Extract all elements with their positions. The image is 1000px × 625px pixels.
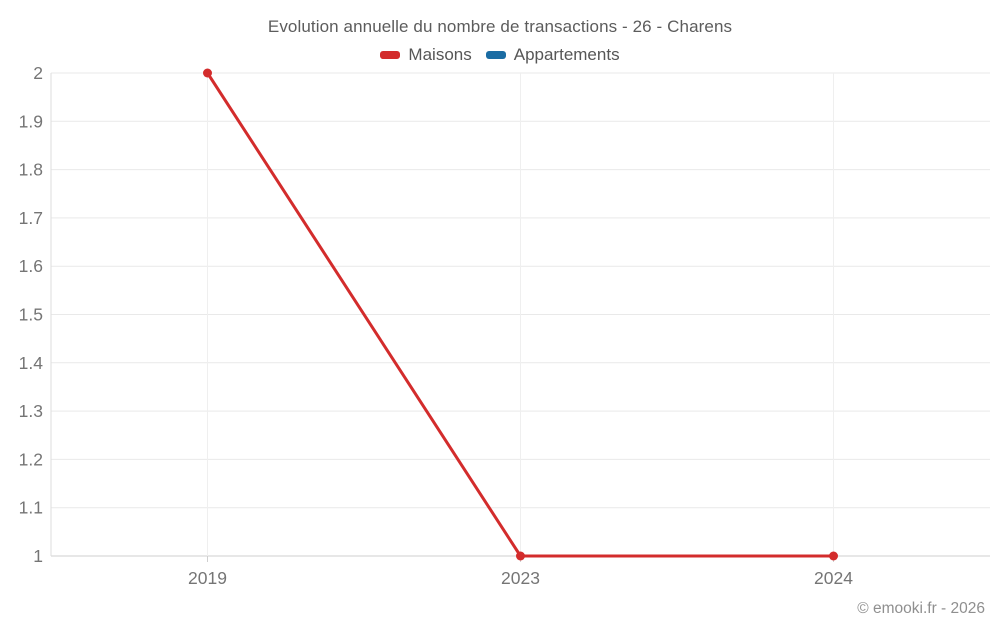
legend-swatch-maisons: [380, 51, 401, 59]
data-point-maisons-2023[interactable]: [516, 551, 525, 561]
y-tick-label: 1.8: [19, 160, 43, 180]
y-tick-label: 1.1: [19, 498, 43, 518]
chart-title: Evolution annuelle du nombre de transact…: [267, 17, 733, 36]
y-tick-label: 1.3: [19, 401, 43, 421]
data-point-maisons-2024[interactable]: [829, 551, 838, 561]
y-tick-label: 1.7: [19, 208, 43, 228]
x-tick-label: 2024: [814, 568, 853, 588]
legend-label-appartements: Appartements: [513, 45, 620, 64]
y-tick-label: 1.5: [19, 305, 43, 325]
y-tick-label: 1.2: [19, 449, 43, 469]
y-tick-label: 1.4: [19, 353, 44, 373]
y-tick-label: 1.9: [19, 111, 43, 131]
watermark-credit: © emooki.fr - 2026: [857, 600, 985, 617]
chart-legend: Maisons Appartements: [0, 45, 1000, 65]
legend-item-appartements[interactable]: Appartements: [485, 45, 620, 65]
legend-label-maisons: Maisons: [408, 45, 472, 64]
y-tick-label: 1: [33, 546, 43, 566]
legend-swatch-appartements: [485, 51, 506, 59]
x-tick-label: 2019: [188, 568, 227, 588]
data-point-maisons-2019[interactable]: [203, 68, 212, 78]
x-tick-label: 2023: [501, 568, 540, 588]
y-tick-label: 1.6: [19, 256, 43, 276]
y-tick-label: 2: [33, 63, 43, 83]
legend-item-maisons[interactable]: Maisons: [380, 45, 472, 65]
